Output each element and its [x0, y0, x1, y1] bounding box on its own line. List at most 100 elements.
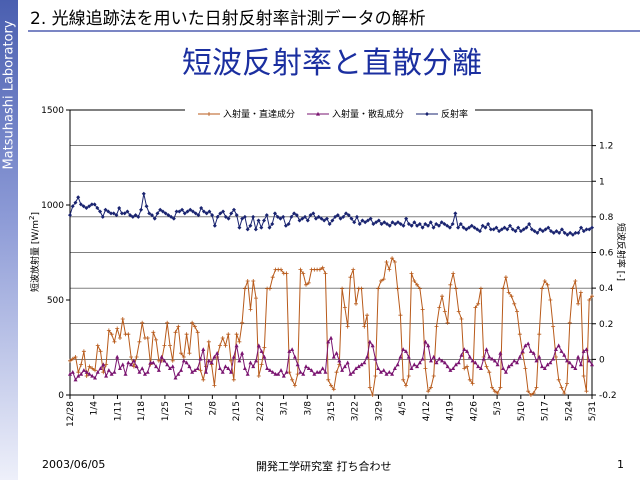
- data-point: [136, 214, 141, 219]
- data-point: [556, 377, 561, 382]
- data-point: [134, 364, 139, 369]
- x-tick-label: 2/8: [208, 401, 218, 416]
- data-point: [226, 216, 231, 221]
- data-point: [68, 358, 72, 363]
- data-point: [442, 309, 447, 314]
- data-point: [467, 354, 472, 359]
- data-point: [473, 360, 478, 365]
- data-point: [256, 374, 261, 378]
- data-point: [315, 370, 320, 374]
- data-point: [545, 282, 550, 287]
- data-point: [376, 366, 381, 370]
- data-point: [201, 377, 206, 382]
- data-point: [423, 222, 428, 226]
- data-point: [584, 389, 589, 394]
- data-point: [251, 364, 256, 369]
- data-point: [467, 225, 472, 230]
- data-point: [431, 354, 436, 359]
- data-point: [251, 279, 256, 283]
- data-point: [137, 339, 142, 344]
- data-point: [417, 222, 422, 226]
- data-point: [562, 230, 567, 235]
- data-point: [353, 366, 358, 370]
- data-point: [190, 209, 195, 214]
- data-point: [95, 370, 100, 374]
- data-point: [526, 341, 531, 346]
- data-point: [245, 371, 250, 376]
- data-point: [144, 204, 149, 209]
- right-tick-label: -0.2: [599, 391, 617, 401]
- data-point: [431, 374, 436, 378]
- data-point: [476, 364, 481, 369]
- right-tick-label: 0.4: [599, 284, 614, 294]
- data-point: [316, 214, 321, 219]
- data-point: [326, 377, 331, 382]
- data-point: [370, 393, 375, 397]
- legend-label-3: 反射率: [441, 108, 468, 120]
- data-point: [73, 200, 78, 205]
- x-axis-ticks: 12/28 1/4 1/11 1/18 1/25 2/1 2/8 2/15 2/22 3/1 3/8…: [66, 395, 598, 427]
- series-1: [68, 256, 594, 397]
- data-point: [267, 368, 272, 372]
- data-point: [297, 218, 302, 223]
- data-point: [475, 227, 480, 232]
- data-point: [428, 358, 433, 363]
- data-point: [270, 370, 275, 374]
- legend-marker: [207, 112, 211, 116]
- data-point: [415, 282, 420, 287]
- data-point: [326, 339, 331, 344]
- data-point: [481, 356, 486, 361]
- data-point: [204, 370, 209, 374]
- data-point: [287, 349, 292, 353]
- data-point: [262, 345, 267, 350]
- data-point: [581, 374, 586, 378]
- data-point: [163, 211, 168, 216]
- data-point: [584, 227, 589, 232]
- data-point: [309, 368, 314, 372]
- data-point: [576, 230, 581, 235]
- data-point: [557, 230, 562, 235]
- data-point: [517, 332, 522, 337]
- data-point: [528, 393, 533, 397]
- data-point: [451, 271, 456, 276]
- data-point: [221, 209, 226, 214]
- data-point: [371, 222, 376, 226]
- data-point: [524, 225, 529, 230]
- data-point: [581, 349, 586, 353]
- data-point: [170, 358, 175, 363]
- data-point: [237, 358, 242, 363]
- data-point: [387, 223, 392, 228]
- data-point: [406, 374, 411, 378]
- data-point: [322, 218, 327, 223]
- data-point: [313, 216, 318, 221]
- data-point: [573, 230, 578, 235]
- data-point: [570, 232, 575, 237]
- data-point: [226, 366, 231, 370]
- data-point: [184, 360, 189, 365]
- data-point: [331, 354, 336, 359]
- data-point: [565, 358, 570, 363]
- data-point: [409, 223, 414, 228]
- data-point: [587, 298, 592, 302]
- data-point: [73, 377, 78, 382]
- data-point: [573, 366, 578, 370]
- data-point: [556, 343, 561, 348]
- right-tick-label: 1: [599, 177, 605, 187]
- x-tick-label: 2/15: [232, 401, 242, 421]
- legend-label-2: 入射量・散乱成分: [332, 108, 404, 120]
- data-point: [532, 229, 537, 234]
- data-point: [76, 370, 81, 375]
- data-point: [334, 351, 339, 355]
- data-point: [395, 286, 400, 291]
- right-tick-label: 1.2: [599, 142, 613, 152]
- data-point: [248, 223, 253, 228]
- data-point: [543, 227, 548, 232]
- page-number: 1: [617, 458, 624, 471]
- data-point: [392, 366, 397, 370]
- data-point: [382, 220, 387, 225]
- data-point: [420, 225, 425, 230]
- data-point: [409, 366, 414, 370]
- data-point: [92, 368, 97, 373]
- data-point: [104, 362, 109, 367]
- data-point: [393, 222, 398, 226]
